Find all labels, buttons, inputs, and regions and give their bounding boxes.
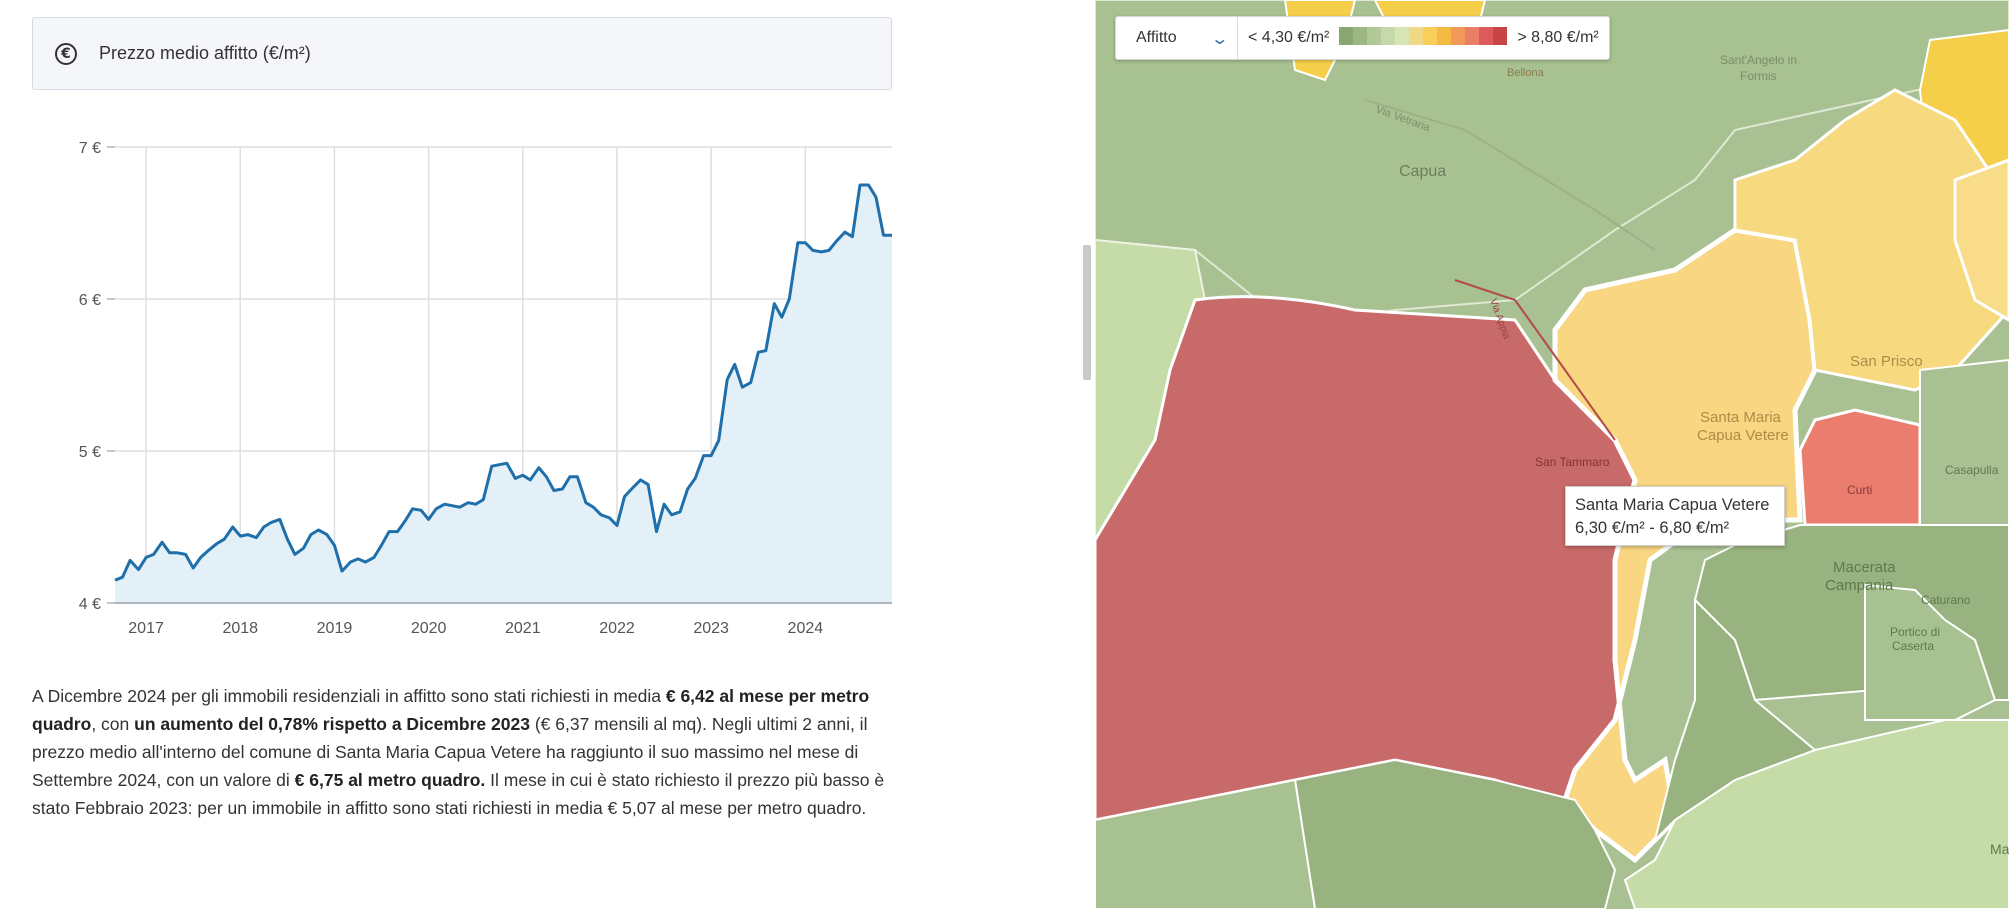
x-tick-label: 2024 bbox=[788, 620, 824, 637]
map-label-portico-2: Caserta bbox=[1892, 639, 1934, 653]
map-label-bellona: Bellona bbox=[1507, 67, 1545, 79]
map-label-curti: Curti bbox=[1847, 483, 1872, 497]
map-label-macerata-1: Macerata bbox=[1833, 559, 1896, 576]
map-label-casapulla: Casapulla bbox=[1945, 463, 1999, 477]
region-portico-di-caserta[interactable] bbox=[1864, 583, 1997, 721]
y-tick-label: 4 € bbox=[79, 596, 101, 613]
map-legend: < 4,30 €/m² > 8,80 €/m² bbox=[1238, 17, 1609, 59]
card-title: Prezzo medio affitto (€/m²) bbox=[99, 43, 311, 63]
region-casagiove[interactable] bbox=[1953, 158, 2009, 322]
panel-resize-handle[interactable] bbox=[1083, 245, 1091, 380]
legend-min-label: < 4,30 €/m² bbox=[1248, 29, 1330, 46]
x-tick-label: 2020 bbox=[411, 620, 447, 637]
legend-swatch-8 bbox=[1451, 26, 1466, 45]
price-description: A Dicembre 2024 per gli immobili residen… bbox=[32, 682, 912, 822]
region-casapulla[interactable] bbox=[1919, 358, 2009, 526]
map-label-capua: Capua bbox=[1399, 163, 1446, 180]
region-san-prisco[interactable] bbox=[1733, 88, 2009, 392]
left-panel: € Prezzo medio affitto (€/m²) 4 € 5 € 6 € 7… bbox=[32, 17, 912, 822]
card-header: € Prezzo medio affitto (€/m²) bbox=[32, 17, 892, 90]
map-label-sant-angelo-2: Formis bbox=[1740, 69, 1777, 83]
x-tick-label: 2019 bbox=[317, 620, 353, 637]
y-tick-label: 6 € bbox=[79, 292, 101, 309]
map-toolbar: Affitto ⌄ < 4,30 €/m² > 8,80 €/m² bbox=[1115, 16, 1610, 60]
map-label-edge: Ma bbox=[1990, 841, 2009, 857]
x-tick-label: 2023 bbox=[693, 620, 729, 637]
legend-swatch-9 bbox=[1465, 26, 1480, 45]
region-tooltip: Santa Maria Capua Vetere 6,30 €/m² - 6,8… bbox=[1565, 486, 1785, 546]
tooltip-price-range: 6,30 €/m² - 6,80 €/m² bbox=[1575, 519, 1730, 537]
legend-swatch-10 bbox=[1479, 26, 1494, 45]
region-curti[interactable] bbox=[1798, 408, 1922, 527]
legend-swatch-2 bbox=[1367, 26, 1382, 45]
rent-map[interactable]: Capua San Prisco Santa Maria Capua Veter… bbox=[1095, 0, 2009, 909]
chart-area-fill bbox=[115, 185, 892, 603]
desc-text-4: Il mese in cui è stato richiesto il prez… bbox=[32, 770, 885, 818]
map-label-smcv-1: Santa Maria bbox=[1700, 409, 1782, 426]
region-south[interactable] bbox=[1293, 758, 1617, 909]
x-tick-label: 2018 bbox=[222, 620, 258, 637]
y-tick-label: 7 € bbox=[79, 140, 101, 157]
desc-text-1: A Dicembre 2024 per gli immobili residen… bbox=[32, 686, 666, 706]
map-canvas[interactable]: Capua San Prisco Santa Maria Capua Veter… bbox=[1095, 0, 2009, 909]
desc-bold-2: un aumento del 0,78% rispetto a Dicembre… bbox=[134, 714, 530, 734]
desc-text-2: , con bbox=[91, 714, 135, 734]
euro-icon: € bbox=[55, 42, 77, 65]
chart-line bbox=[114, 183, 892, 582]
chart-axes: 4 € 5 € 6 € 7 € 2017 2018 2019 2020 2021 2022 2023… bbox=[79, 140, 892, 637]
tooltip-region-name: Santa Maria Capua Vetere bbox=[1575, 496, 1770, 514]
contract-type-select[interactable]: Affitto ⌄ bbox=[1116, 17, 1238, 59]
desc-text-3: (€ 6,37 mensili al mq). Negli ultimi 2 a… bbox=[32, 714, 868, 790]
map-label-san-tammaro: San Tammaro bbox=[1535, 455, 1610, 469]
rent-price-chart: 4 € 5 € 6 € 7 € 2017 2018 2019 2020 2021 2022 2023… bbox=[79, 140, 892, 637]
legend-swatch-1 bbox=[1353, 26, 1368, 45]
legend-swatch-0 bbox=[1339, 26, 1354, 45]
legend-swatch-3 bbox=[1381, 26, 1396, 45]
x-tick-label: 2021 bbox=[505, 620, 541, 637]
x-tick-label: 2017 bbox=[128, 620, 164, 637]
map-label-sant-angelo-1: Sant'Angelo in bbox=[1720, 53, 1797, 67]
road-via-vetraria bbox=[1364, 99, 1656, 251]
legend-swatch-4 bbox=[1395, 26, 1410, 45]
legend-swatches bbox=[1339, 26, 1508, 50]
region-macerata-south[interactable] bbox=[1653, 597, 1817, 844]
y-tick-label: 5 € bbox=[79, 444, 101, 461]
chevron-down-icon: ⌄ bbox=[1209, 28, 1229, 48]
legend-max-label: > 8,80 €/m² bbox=[1517, 29, 1599, 46]
road-via-appia bbox=[1454, 279, 1616, 441]
map-label-san-prisco: San Prisco bbox=[1850, 353, 1923, 370]
map-label-macerata-2: Campania bbox=[1825, 577, 1894, 594]
map-label-caturano: Caturano bbox=[1921, 593, 1971, 607]
legend-swatch-7 bbox=[1437, 26, 1452, 45]
legend-swatch-5 bbox=[1409, 26, 1424, 45]
desc-bold-1: € 6,42 al mese per metro quadro bbox=[32, 686, 870, 734]
contract-type-value: Affitto bbox=[1136, 29, 1177, 46]
region-south-west[interactable] bbox=[1095, 778, 1317, 909]
map-label-portico-1: Portico di bbox=[1890, 625, 1940, 639]
map-label-smcv-2: Capua Vetere bbox=[1697, 427, 1789, 444]
desc-bold-3: € 6,75 al metro quadro. bbox=[294, 770, 486, 790]
legend-swatch-11 bbox=[1493, 26, 1508, 45]
x-tick-label: 2022 bbox=[599, 620, 635, 637]
legend-swatch-6 bbox=[1423, 26, 1438, 45]
